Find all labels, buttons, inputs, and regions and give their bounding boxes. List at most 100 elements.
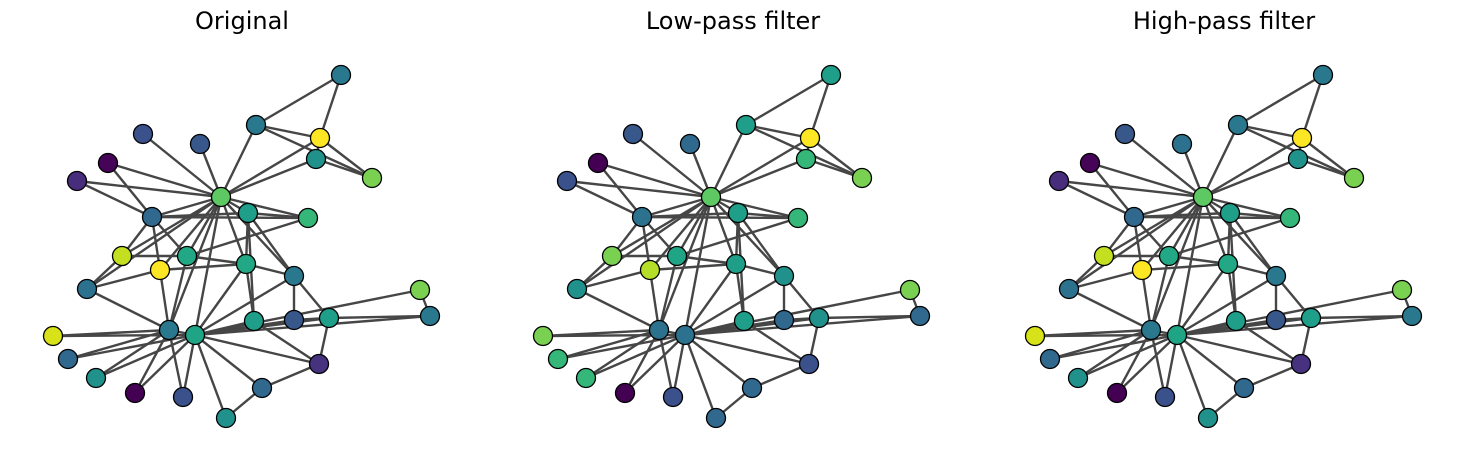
graph-edge [75,179,223,199]
graph-edge [1201,157,1300,199]
graph-edge [193,314,432,337]
graph-edge [254,73,343,127]
graph-node [601,245,623,267]
graph-node [808,307,830,329]
graph-edge [1201,195,1230,266]
graph-edge [623,333,687,395]
graph-node [97,152,119,174]
graph-edge [1149,328,1167,399]
graph-node [210,186,232,208]
graph-edge [683,314,922,337]
graph-edge [1132,195,1205,219]
graph-node [587,152,609,174]
graph-node [251,377,273,399]
graph-edge [1228,211,1278,278]
graph-node [237,202,259,224]
graph-edge [709,195,786,278]
graph-node [1171,133,1193,155]
graph-edge [1067,287,1153,332]
graph-edge [219,136,322,199]
graph-edge [150,215,310,220]
graph-edge [683,333,754,390]
graph-edge [683,333,718,420]
graph-node [189,133,211,155]
graph-node [1093,245,1115,267]
graph-edge [1201,195,1292,220]
graph-node [1401,305,1423,327]
graph-node [1039,348,1061,370]
graph-node [899,279,921,301]
graph-node [773,265,795,287]
graph-node [631,206,653,228]
graph-edge [167,254,189,332]
graph-node [725,253,747,275]
graph-edge [683,274,786,337]
graph-node [297,207,319,229]
graph-node [1300,307,1322,329]
graph-edge [133,333,197,395]
graph-edge [575,287,661,332]
graph-edge [1149,195,1205,332]
graph-edge [94,333,197,380]
graph-edge [657,328,675,399]
graph-node [1106,382,1128,404]
graph-edge [709,123,748,199]
graph-node [1079,152,1101,174]
graph-edge [575,268,652,291]
graph-edge [1175,262,1230,337]
graph-edge [1201,123,1240,199]
graph-nodes [1024,64,1423,429]
graph-node [1312,64,1334,86]
graph-edge [219,195,310,220]
graph-node [733,310,755,332]
graph-node [566,278,588,300]
graph-edge [1067,268,1144,291]
graph-node [1123,206,1145,228]
panel-title-low-pass-filter: Low-pass filter [646,7,820,35]
graph-edge [254,123,322,140]
graph-edge [742,319,811,366]
graph-edge [193,333,264,390]
graph-edge [808,73,833,140]
graph-edge [85,195,223,291]
graph-node [243,310,265,332]
graph-edge [709,195,738,266]
graph-node [76,278,98,300]
graph-node [727,202,749,224]
graph-edges [51,73,432,420]
graph-edge [1175,333,1303,366]
graph-node [799,127,821,149]
graph-node [532,325,554,347]
graph-node [1265,265,1287,287]
graph-node [1058,278,1080,300]
graph-node [330,64,352,86]
graph-edge [683,288,912,337]
graph-node [1192,186,1214,208]
graph-node [1343,167,1365,189]
graph-node [1158,245,1180,267]
graph-node [648,319,670,341]
graph-node [1140,319,1162,341]
graph-edge [1076,333,1179,380]
graph-edge [584,328,661,380]
graph-node [1279,207,1301,229]
graph-edges [1033,73,1414,420]
graph-node [308,353,330,375]
graph-edge [246,211,296,278]
graph-edge [657,195,713,332]
graph-node [1067,367,1089,389]
graph-edge [150,195,223,219]
graph-node [547,348,569,370]
graph-node [1233,377,1255,399]
graph-edge [318,73,343,140]
panel-title-high-pass-filter: High-pass filter [1133,7,1315,35]
graph-node [132,123,154,145]
graph-node [1166,324,1188,346]
graph-node [787,207,809,229]
graph-node [773,309,795,331]
graph-edge [683,262,738,337]
graph-edge [631,132,713,199]
graph-edge [94,328,171,380]
graph-edge [141,132,223,199]
graph-edge [193,274,296,337]
